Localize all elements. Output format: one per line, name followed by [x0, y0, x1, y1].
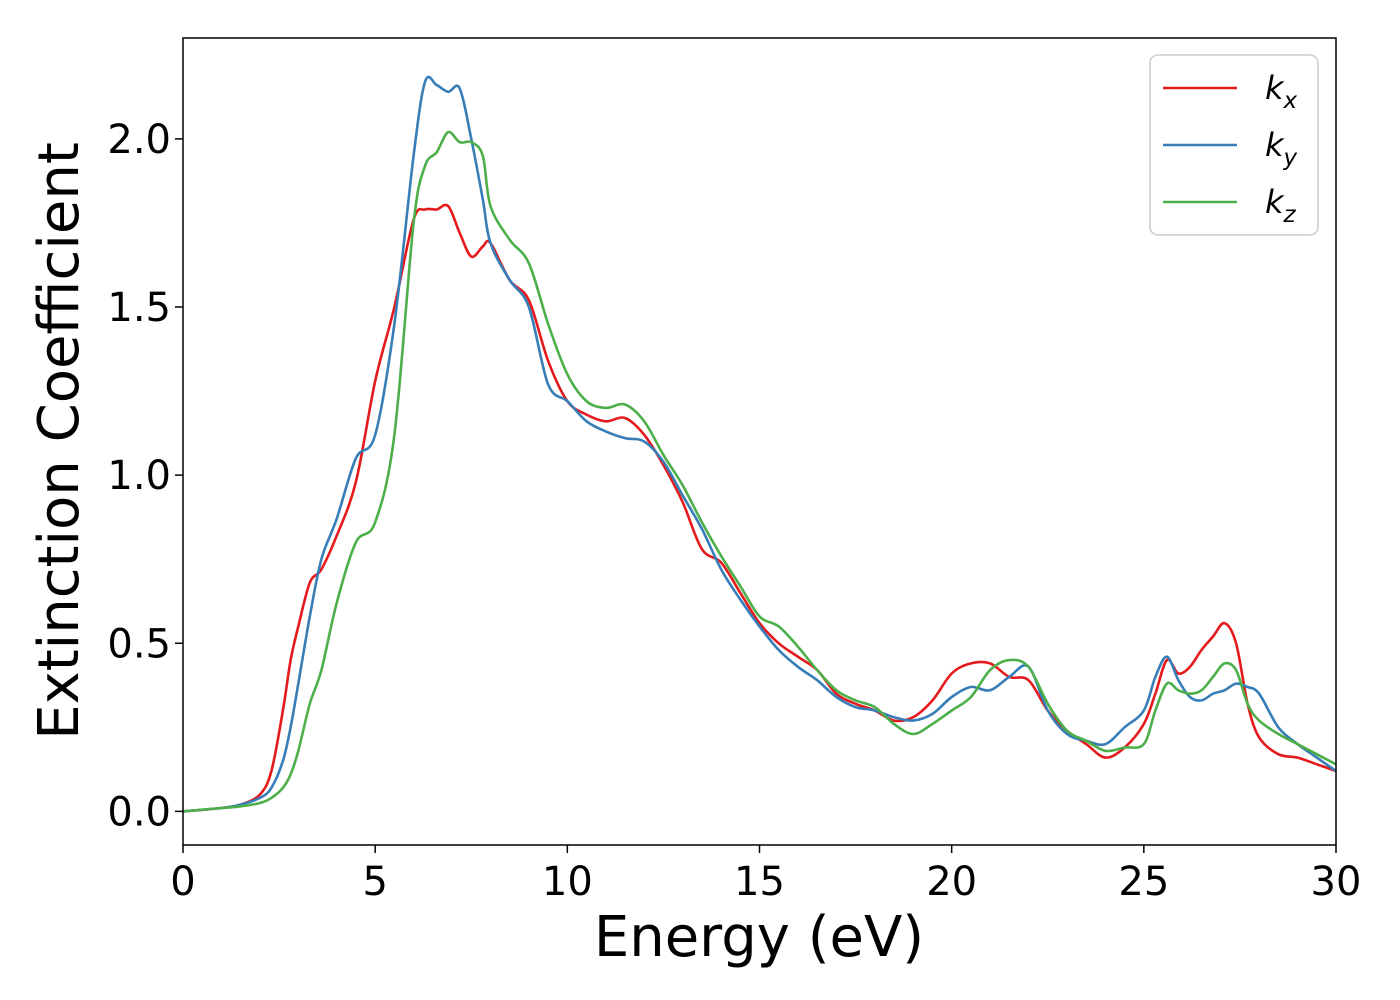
x-tick-label: 20: [926, 859, 977, 905]
y-tick-label: 2.0: [107, 117, 171, 163]
x-tick-label: 30: [1311, 859, 1362, 905]
x-axis-ticks: 0 5 10 15 20 25 30: [170, 845, 1361, 905]
y-tick-label: 1.5: [107, 285, 171, 331]
series-line-x: [182, 203, 1337, 813]
x-tick-label: 0: [170, 859, 195, 905]
series-line-z: [182, 130, 1337, 813]
x-tick-label: 15: [734, 859, 785, 905]
y-tick-label: 0.0: [107, 789, 171, 835]
legend-label-base: k: [1265, 183, 1285, 221]
legend-label-y: ky: [1265, 126, 1298, 171]
legend-label-x: kx: [1265, 69, 1298, 114]
y-axis-ticks: 0.0 0.5 1.0 1.5 2.0: [107, 117, 183, 835]
x-tick-label: 25: [1118, 859, 1169, 905]
y-tick-label: 0.5: [107, 621, 171, 667]
x-tick-label: 5: [362, 859, 387, 905]
series-line-y: [182, 75, 1337, 813]
series-lines: [182, 75, 1337, 813]
y-tick-label: 1.0: [107, 453, 171, 499]
legend-label-z: kz: [1265, 183, 1297, 228]
legend-label-base: k: [1265, 69, 1285, 107]
legend-label-subscript: x: [1283, 88, 1298, 114]
x-tick-label: 10: [542, 859, 593, 905]
legend-label-subscript: y: [1283, 145, 1298, 171]
legend-label-base: k: [1265, 126, 1285, 164]
x-axis-label: Energy (eV): [594, 905, 924, 970]
y-axis-label: Extinction Coefficient: [27, 142, 92, 740]
legend-label-subscript: z: [1283, 202, 1297, 228]
